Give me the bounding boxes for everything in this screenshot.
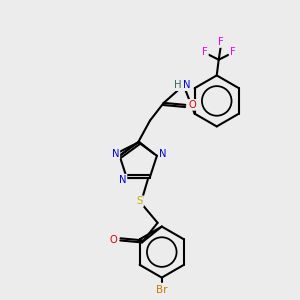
- Text: H: H: [174, 80, 181, 90]
- Text: F: F: [202, 47, 208, 57]
- Text: O: O: [110, 236, 117, 245]
- Text: N: N: [119, 175, 127, 184]
- Text: N: N: [183, 80, 190, 90]
- Text: N: N: [159, 149, 166, 159]
- Text: F: F: [218, 37, 224, 47]
- Text: F: F: [230, 47, 235, 57]
- Text: O: O: [188, 100, 196, 110]
- Text: S: S: [137, 196, 143, 206]
- Text: N: N: [112, 149, 119, 159]
- Text: Br: Br: [156, 285, 167, 296]
